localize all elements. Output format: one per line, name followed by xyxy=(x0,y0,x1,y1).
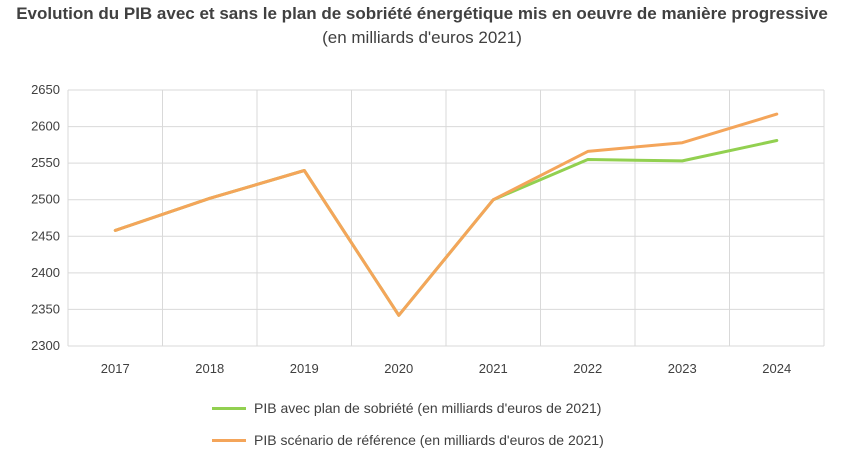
x-tick-label: 2023 xyxy=(668,361,697,376)
y-tick-label: 2350 xyxy=(31,301,60,316)
x-tick-label: 2022 xyxy=(573,361,602,376)
y-tick-label: 2600 xyxy=(31,119,60,134)
legend-label-reference: PIB scénario de référence (en milliards … xyxy=(254,432,604,448)
x-tick-label: 2019 xyxy=(290,361,319,376)
x-tick-label: 2020 xyxy=(384,361,413,376)
y-tick-label: 2500 xyxy=(31,192,60,207)
y-tick-label: 2650 xyxy=(31,82,60,97)
x-tick-label: 2021 xyxy=(479,361,508,376)
legend-swatch-sobriety xyxy=(212,406,246,410)
legend-item-sobriety: PIB avec plan de sobriété (en milliards … xyxy=(212,398,604,418)
y-tick-label: 2300 xyxy=(31,338,60,353)
chart-legend: PIB avec plan de sobriété (en milliards … xyxy=(212,398,604,462)
chart-title-block: Evolution du PIB avec et sans le plan de… xyxy=(0,2,844,50)
y-tick-label: 2450 xyxy=(31,228,60,243)
chart-title: Evolution du PIB avec et sans le plan de… xyxy=(16,4,828,23)
x-tick-label: 2017 xyxy=(101,361,130,376)
legend-label-sobriety: PIB avec plan de sobriété (en milliards … xyxy=(254,400,602,416)
y-tick-label: 2550 xyxy=(31,155,60,170)
chart-subtitle: (en milliards d'euros 2021) xyxy=(322,28,522,47)
x-tick-label: 2024 xyxy=(762,361,791,376)
line-chart: 2300 2350 2400 2450 2500 2550 2600 2650 2017 2018… xyxy=(31,82,825,376)
y-tick-label: 2400 xyxy=(31,265,60,280)
legend-swatch-reference xyxy=(212,438,246,442)
x-tick-label: 2018 xyxy=(195,361,224,376)
series-line-1 xyxy=(113,112,779,317)
legend-item-reference: PIB scénario de référence (en milliards … xyxy=(212,430,604,450)
